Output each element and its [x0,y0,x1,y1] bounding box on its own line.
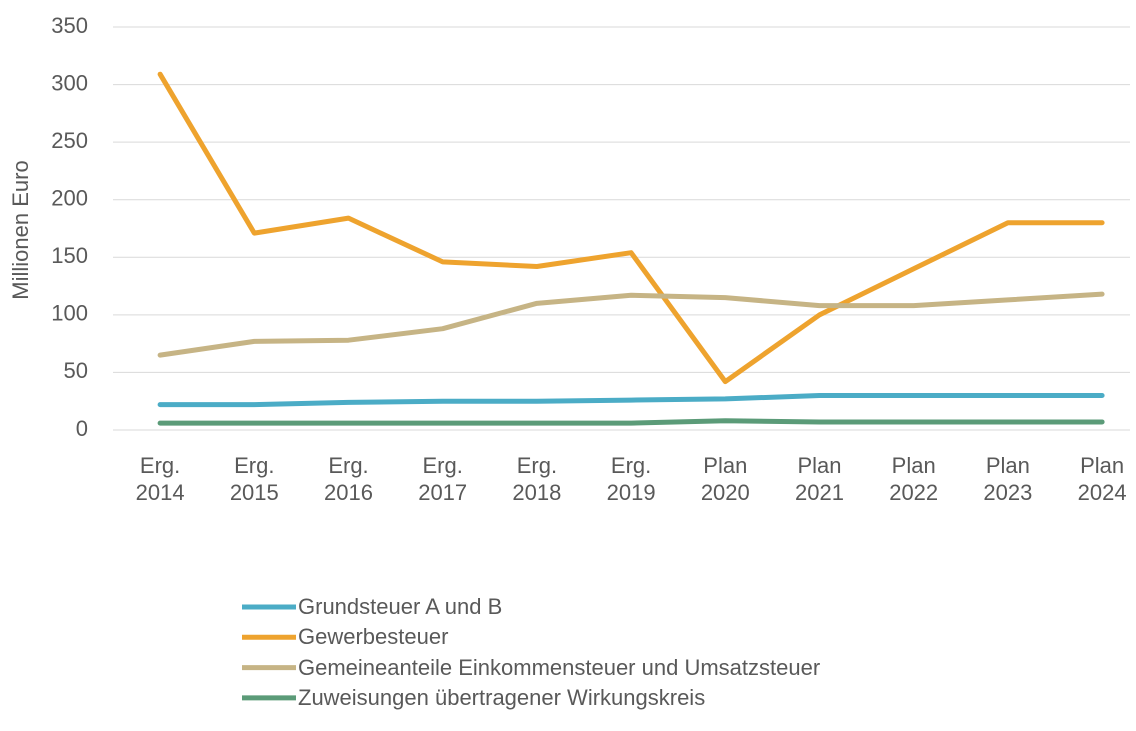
y-tick-label: 0 [76,416,88,441]
y-tick-label: 200 [51,186,88,211]
x-tick-label: Plan 2023 [983,453,1033,505]
x-tick-label: Erg. 2016 [324,453,373,505]
series-line [157,392,1105,408]
y-tick-label: 100 [51,301,88,326]
x-tick-label: Erg. 2017 [418,453,468,505]
x-tick-label: Plan 2020 [700,453,750,505]
y-tick-label: 250 [51,128,88,153]
series-line [157,418,1105,426]
series-line [157,291,1105,358]
x-tick-label: Plan 2024 [1077,453,1127,505]
x-tick-label: Erg. 2015 [229,453,279,505]
y-axis-label: Millionen Euro [8,160,33,299]
x-tick-label: Erg. 2019 [606,453,656,505]
x-tick-label: Plan 2021 [795,453,844,505]
y-tick-label: 150 [51,243,88,268]
y-tick-label: 350 [51,13,88,38]
x-tick-label: Erg. 2018 [512,453,562,505]
series-line [157,71,1105,385]
y-tick-label: 50 [64,358,88,383]
legend-label: Grundsteuer A und B [298,594,503,619]
legend-label: Gewerbesteuer [298,624,449,650]
legend-label: Gemeineanteile Einkommensteuer und Umsat… [298,654,821,680]
y-tick-label: 300 [51,70,88,95]
x-tick-label: Erg. 2014 [135,453,185,505]
legend-label: Zuweisungen übertragener Wirkungskreis [298,684,706,710]
x-tick-label: Plan 2022 [889,453,939,505]
